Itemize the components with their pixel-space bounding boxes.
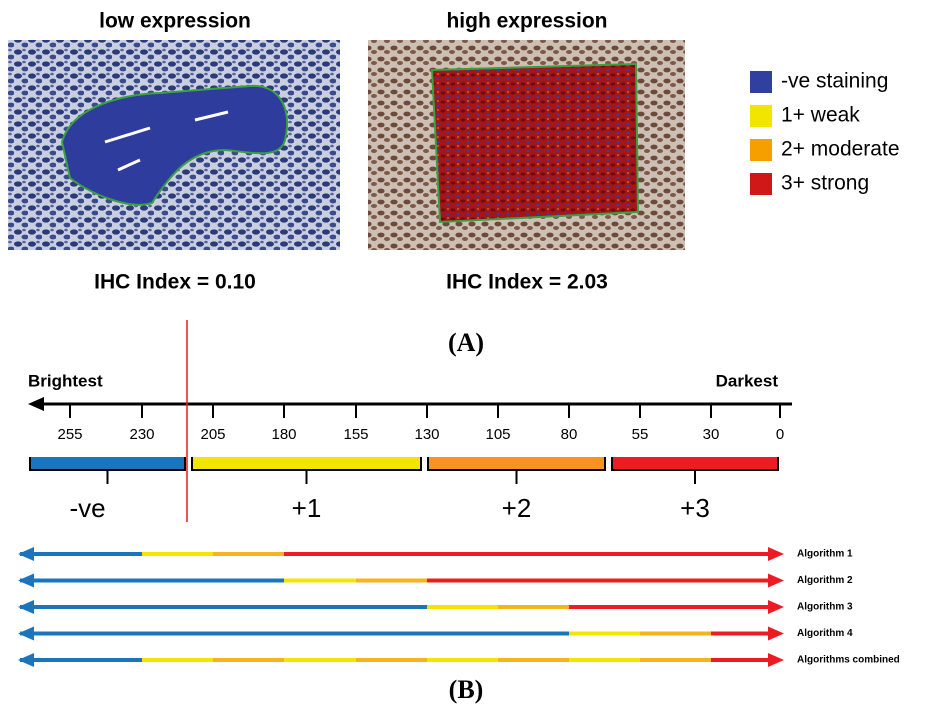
algorithm-name: Algorithm 4 xyxy=(797,628,853,639)
image-high xyxy=(368,40,685,250)
axis-arrow xyxy=(28,397,44,411)
scale-end-label: Darkest xyxy=(716,371,779,390)
bin-bar xyxy=(192,457,421,469)
arrow-head xyxy=(768,627,784,641)
bin-bar xyxy=(30,457,185,469)
arrow-head xyxy=(768,600,784,614)
legend-label: 3+ strong xyxy=(781,172,869,195)
bin-label: -ve xyxy=(69,493,105,523)
image-low xyxy=(8,40,340,250)
arrow-head xyxy=(18,653,34,667)
legend-label: 1+ weak xyxy=(781,104,860,127)
bin-bar xyxy=(428,457,605,469)
bin-label: +1 xyxy=(292,493,322,523)
tick-label: 80 xyxy=(561,426,578,443)
legend-label: 2+ moderate xyxy=(781,138,900,161)
algorithm-name: Algorithm 3 xyxy=(797,602,853,613)
image-caption: IHC Index = 0.10 xyxy=(94,271,256,294)
arrow-head xyxy=(18,547,34,561)
tick-label: 130 xyxy=(414,426,439,443)
arrow-head xyxy=(18,574,34,588)
tick-label: 0 xyxy=(776,426,784,443)
arrow-head xyxy=(768,574,784,588)
figure: low expression IHC Index = 0.10 high expre… xyxy=(0,0,933,710)
tick-label: 155 xyxy=(343,426,368,443)
algorithm-name: Algorithm 1 xyxy=(797,549,853,560)
tick-label: 55 xyxy=(632,426,649,443)
legend-swatch xyxy=(750,71,772,93)
legend-swatch xyxy=(750,173,772,195)
algorithm-name: Algorithm 2 xyxy=(797,575,853,586)
legend-swatch xyxy=(750,105,772,127)
bin-label: +2 xyxy=(502,493,532,523)
tick-label: 255 xyxy=(57,426,82,443)
scale-end-label: Brightest xyxy=(28,371,103,390)
algorithm-name: Algorithms combined xyxy=(797,655,900,666)
tick-label: 230 xyxy=(129,426,154,443)
image-caption: IHC Index = 2.03 xyxy=(446,271,608,294)
panel-label: (A) xyxy=(448,328,484,357)
legend-swatch xyxy=(750,139,772,161)
arrow-head xyxy=(768,547,784,561)
bin-bar xyxy=(612,457,778,469)
arrow-head xyxy=(768,653,784,667)
tick-label: 105 xyxy=(485,426,510,443)
tick-label: 205 xyxy=(200,426,225,443)
arrow-head xyxy=(18,627,34,641)
tick-label: 180 xyxy=(271,426,296,443)
bin-label: +3 xyxy=(680,493,710,523)
panel-label: (B) xyxy=(449,675,484,704)
image-title: high expression xyxy=(446,10,607,33)
legend-label: -ve staining xyxy=(781,70,888,93)
tick-label: 30 xyxy=(703,426,720,443)
arrow-head xyxy=(18,600,34,614)
image-title: low expression xyxy=(99,10,251,33)
